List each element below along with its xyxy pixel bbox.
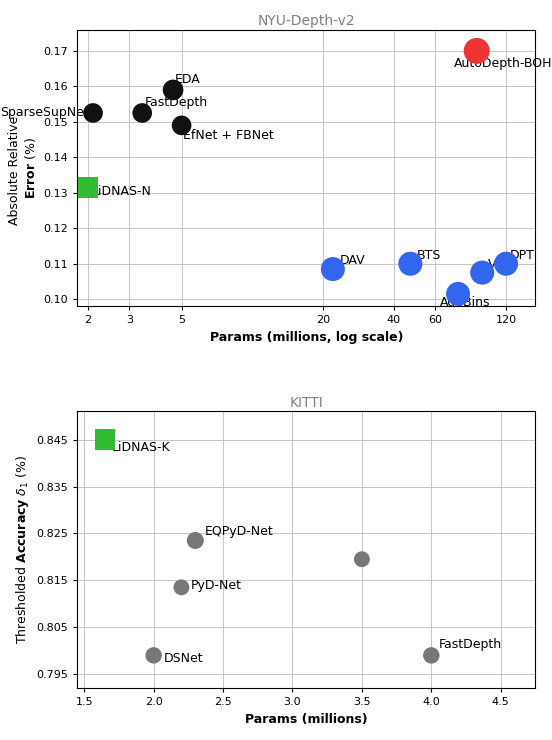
- Title: NYU-Depth-v2: NYU-Depth-v2: [258, 15, 355, 28]
- Point: [177, 119, 186, 131]
- Text: EDA: EDA: [175, 73, 200, 87]
- Text: EfNet + FBNet: EfNet + FBNet: [183, 129, 274, 142]
- Point: [149, 650, 158, 662]
- Text: BTS: BTS: [417, 249, 441, 262]
- Text: LiDNAS-N: LiDNAS-N: [92, 185, 152, 198]
- Text: DAV: DAV: [339, 255, 365, 267]
- Point: [83, 181, 92, 193]
- Text: AdaBins: AdaBins: [439, 296, 490, 309]
- Point: [100, 434, 109, 445]
- Point: [502, 258, 511, 269]
- Text: LiDNAS-K: LiDNAS-K: [112, 441, 171, 454]
- Point: [406, 258, 415, 269]
- Text: FastDepth: FastDepth: [438, 638, 501, 650]
- Point: [191, 534, 200, 546]
- Text: PyD-Net: PyD-Net: [191, 579, 242, 592]
- Point: [358, 554, 367, 565]
- Point: [478, 266, 487, 278]
- Text: DSNet: DSNet: [163, 652, 203, 665]
- Text: EQPyD-Net: EQPyD-Net: [205, 525, 274, 538]
- Point: [89, 107, 98, 119]
- Point: [328, 263, 337, 275]
- Point: [169, 84, 178, 96]
- Title: KITTI: KITTI: [289, 397, 323, 410]
- Point: [473, 45, 481, 57]
- X-axis label: Params (millions): Params (millions): [245, 713, 368, 726]
- Point: [454, 288, 463, 300]
- X-axis label: Params (millions, log scale): Params (millions, log scale): [210, 331, 403, 344]
- Text: VNL: VNL: [487, 258, 512, 271]
- Point: [177, 582, 186, 593]
- Y-axis label: Thresholded $\mathbf{Accuracy}$ $\delta_1$ (%): Thresholded $\mathbf{Accuracy}$ $\delta_…: [14, 455, 31, 645]
- Text: SparseSupNet: SparseSupNet: [1, 107, 89, 119]
- Y-axis label: Absolute Relative 
$\mathbf{Error}$ (%): Absolute Relative $\mathbf{Error}$ (%): [8, 111, 38, 224]
- Text: AutoDepth-BOHB-S: AutoDepth-BOHB-S: [454, 58, 552, 70]
- Point: [138, 107, 147, 119]
- Text: DPT: DPT: [509, 249, 534, 262]
- Point: [427, 650, 436, 662]
- Text: FastDepth: FastDepth: [145, 96, 208, 110]
